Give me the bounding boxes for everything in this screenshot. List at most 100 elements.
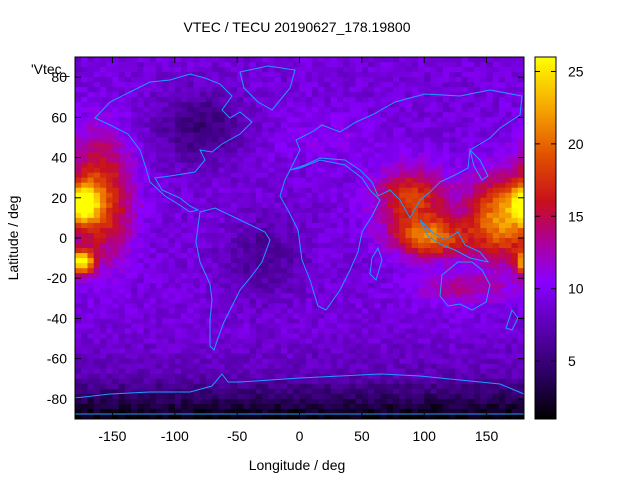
heatmap-cell — [293, 217, 301, 224]
heatmap-cell — [205, 152, 213, 159]
heatmap-cell — [162, 368, 170, 375]
heatmap-cell — [399, 308, 407, 315]
heatmap-cell — [156, 177, 163, 184]
heatmap-cell — [112, 238, 120, 244]
heatmap-cell — [299, 278, 307, 284]
heatmap-cell — [262, 263, 269, 269]
heatmap-cell — [218, 87, 226, 93]
heatmap-cell — [430, 127, 438, 134]
heatmap-cell — [380, 358, 388, 365]
heatmap-cell — [274, 122, 282, 128]
heatmap-cell — [355, 132, 363, 139]
heatmap-cell — [249, 333, 257, 340]
heatmap-cell — [393, 373, 400, 380]
heatmap-cell — [361, 363, 369, 370]
heatmap-cell — [106, 273, 114, 279]
heatmap-cell — [237, 323, 244, 330]
heatmap-cell — [230, 413, 238, 419]
heatmap-cell — [262, 288, 269, 294]
heatmap-cell — [349, 82, 357, 88]
heatmap-cell — [474, 157, 481, 164]
heatmap-cell — [305, 57, 313, 63]
heatmap-cell — [199, 368, 207, 375]
heatmap-cell — [93, 368, 101, 375]
heatmap-cells — [75, 57, 524, 419]
heatmap-cell — [106, 192, 114, 199]
heatmap-cell — [87, 363, 95, 370]
heatmap-cell — [237, 308, 244, 315]
heatmap-cell — [93, 182, 101, 189]
heatmap-cell — [106, 127, 114, 134]
heatmap-cell — [343, 227, 350, 234]
heatmap-cell — [162, 167, 170, 174]
heatmap-cell — [162, 248, 170, 254]
heatmap-cell — [417, 323, 425, 330]
heatmap-cell — [474, 187, 481, 194]
heatmap-cell — [449, 122, 457, 128]
heatmap-cell — [455, 72, 463, 78]
heatmap-cell — [156, 137, 163, 144]
heatmap-cell — [442, 147, 450, 154]
heatmap-cell — [249, 207, 257, 214]
heatmap-cell — [137, 207, 145, 214]
heatmap-cell — [243, 248, 251, 254]
heatmap-cell — [212, 102, 220, 108]
heatmap-cell — [218, 147, 226, 154]
heatmap-cell — [162, 273, 170, 279]
heatmap-cell — [193, 107, 201, 113]
heatmap-cell — [205, 182, 213, 189]
heatmap-cell — [280, 147, 288, 154]
heatmap-cell — [75, 192, 82, 199]
heatmap-cell — [181, 67, 188, 73]
heatmap-cell — [199, 413, 207, 419]
heatmap-cell — [75, 383, 82, 390]
heatmap-cell — [218, 348, 226, 355]
heatmap-cell — [243, 303, 251, 309]
heatmap-cell — [380, 408, 388, 415]
heatmap-cell — [336, 403, 344, 410]
heatmap-cell — [374, 288, 382, 294]
heatmap-cell — [449, 243, 457, 249]
heatmap-cell — [137, 293, 145, 299]
heatmap-cell — [386, 313, 394, 320]
heatmap-cell — [393, 248, 400, 254]
heatmap-cell — [455, 288, 463, 294]
heatmap-cell — [399, 378, 407, 385]
heatmap-cell — [193, 97, 201, 103]
heatmap-cell — [324, 177, 332, 184]
heatmap-cell — [274, 253, 282, 259]
heatmap-cell — [486, 142, 494, 149]
heatmap-cell — [162, 67, 170, 73]
heatmap-cell — [374, 408, 382, 415]
heatmap-cell — [355, 348, 363, 355]
heatmap-cell — [255, 278, 263, 284]
heatmap-cell — [424, 248, 432, 254]
heatmap-cell — [424, 263, 432, 269]
heatmap-cell — [349, 388, 357, 395]
heatmap-cell — [405, 408, 413, 415]
heatmap-cell — [106, 298, 114, 304]
heatmap-cell — [293, 358, 301, 365]
heatmap-cell — [330, 227, 338, 234]
heatmap-cell — [93, 393, 101, 400]
heatmap-cell — [237, 172, 244, 179]
heatmap-cell — [131, 278, 138, 284]
heatmap-cell — [112, 298, 120, 304]
heatmap-cell — [255, 172, 263, 179]
heatmap-cell — [499, 323, 506, 330]
heatmap-cell — [349, 363, 357, 370]
heatmap-cell — [280, 202, 288, 209]
heatmap-cell — [255, 288, 263, 294]
heatmap-cell — [467, 368, 475, 375]
heatmap-cell — [474, 222, 481, 229]
heatmap-cell — [405, 413, 413, 419]
heatmap-cell — [212, 202, 220, 209]
heatmap-cell — [249, 268, 257, 274]
heatmap-cell — [486, 177, 494, 184]
heatmap-cell — [149, 222, 157, 229]
heatmap-cell — [124, 398, 132, 405]
heatmap-cell — [287, 107, 294, 113]
heatmap-cell — [137, 333, 145, 340]
heatmap-cell — [187, 112, 195, 118]
heatmap-cell — [199, 283, 207, 289]
